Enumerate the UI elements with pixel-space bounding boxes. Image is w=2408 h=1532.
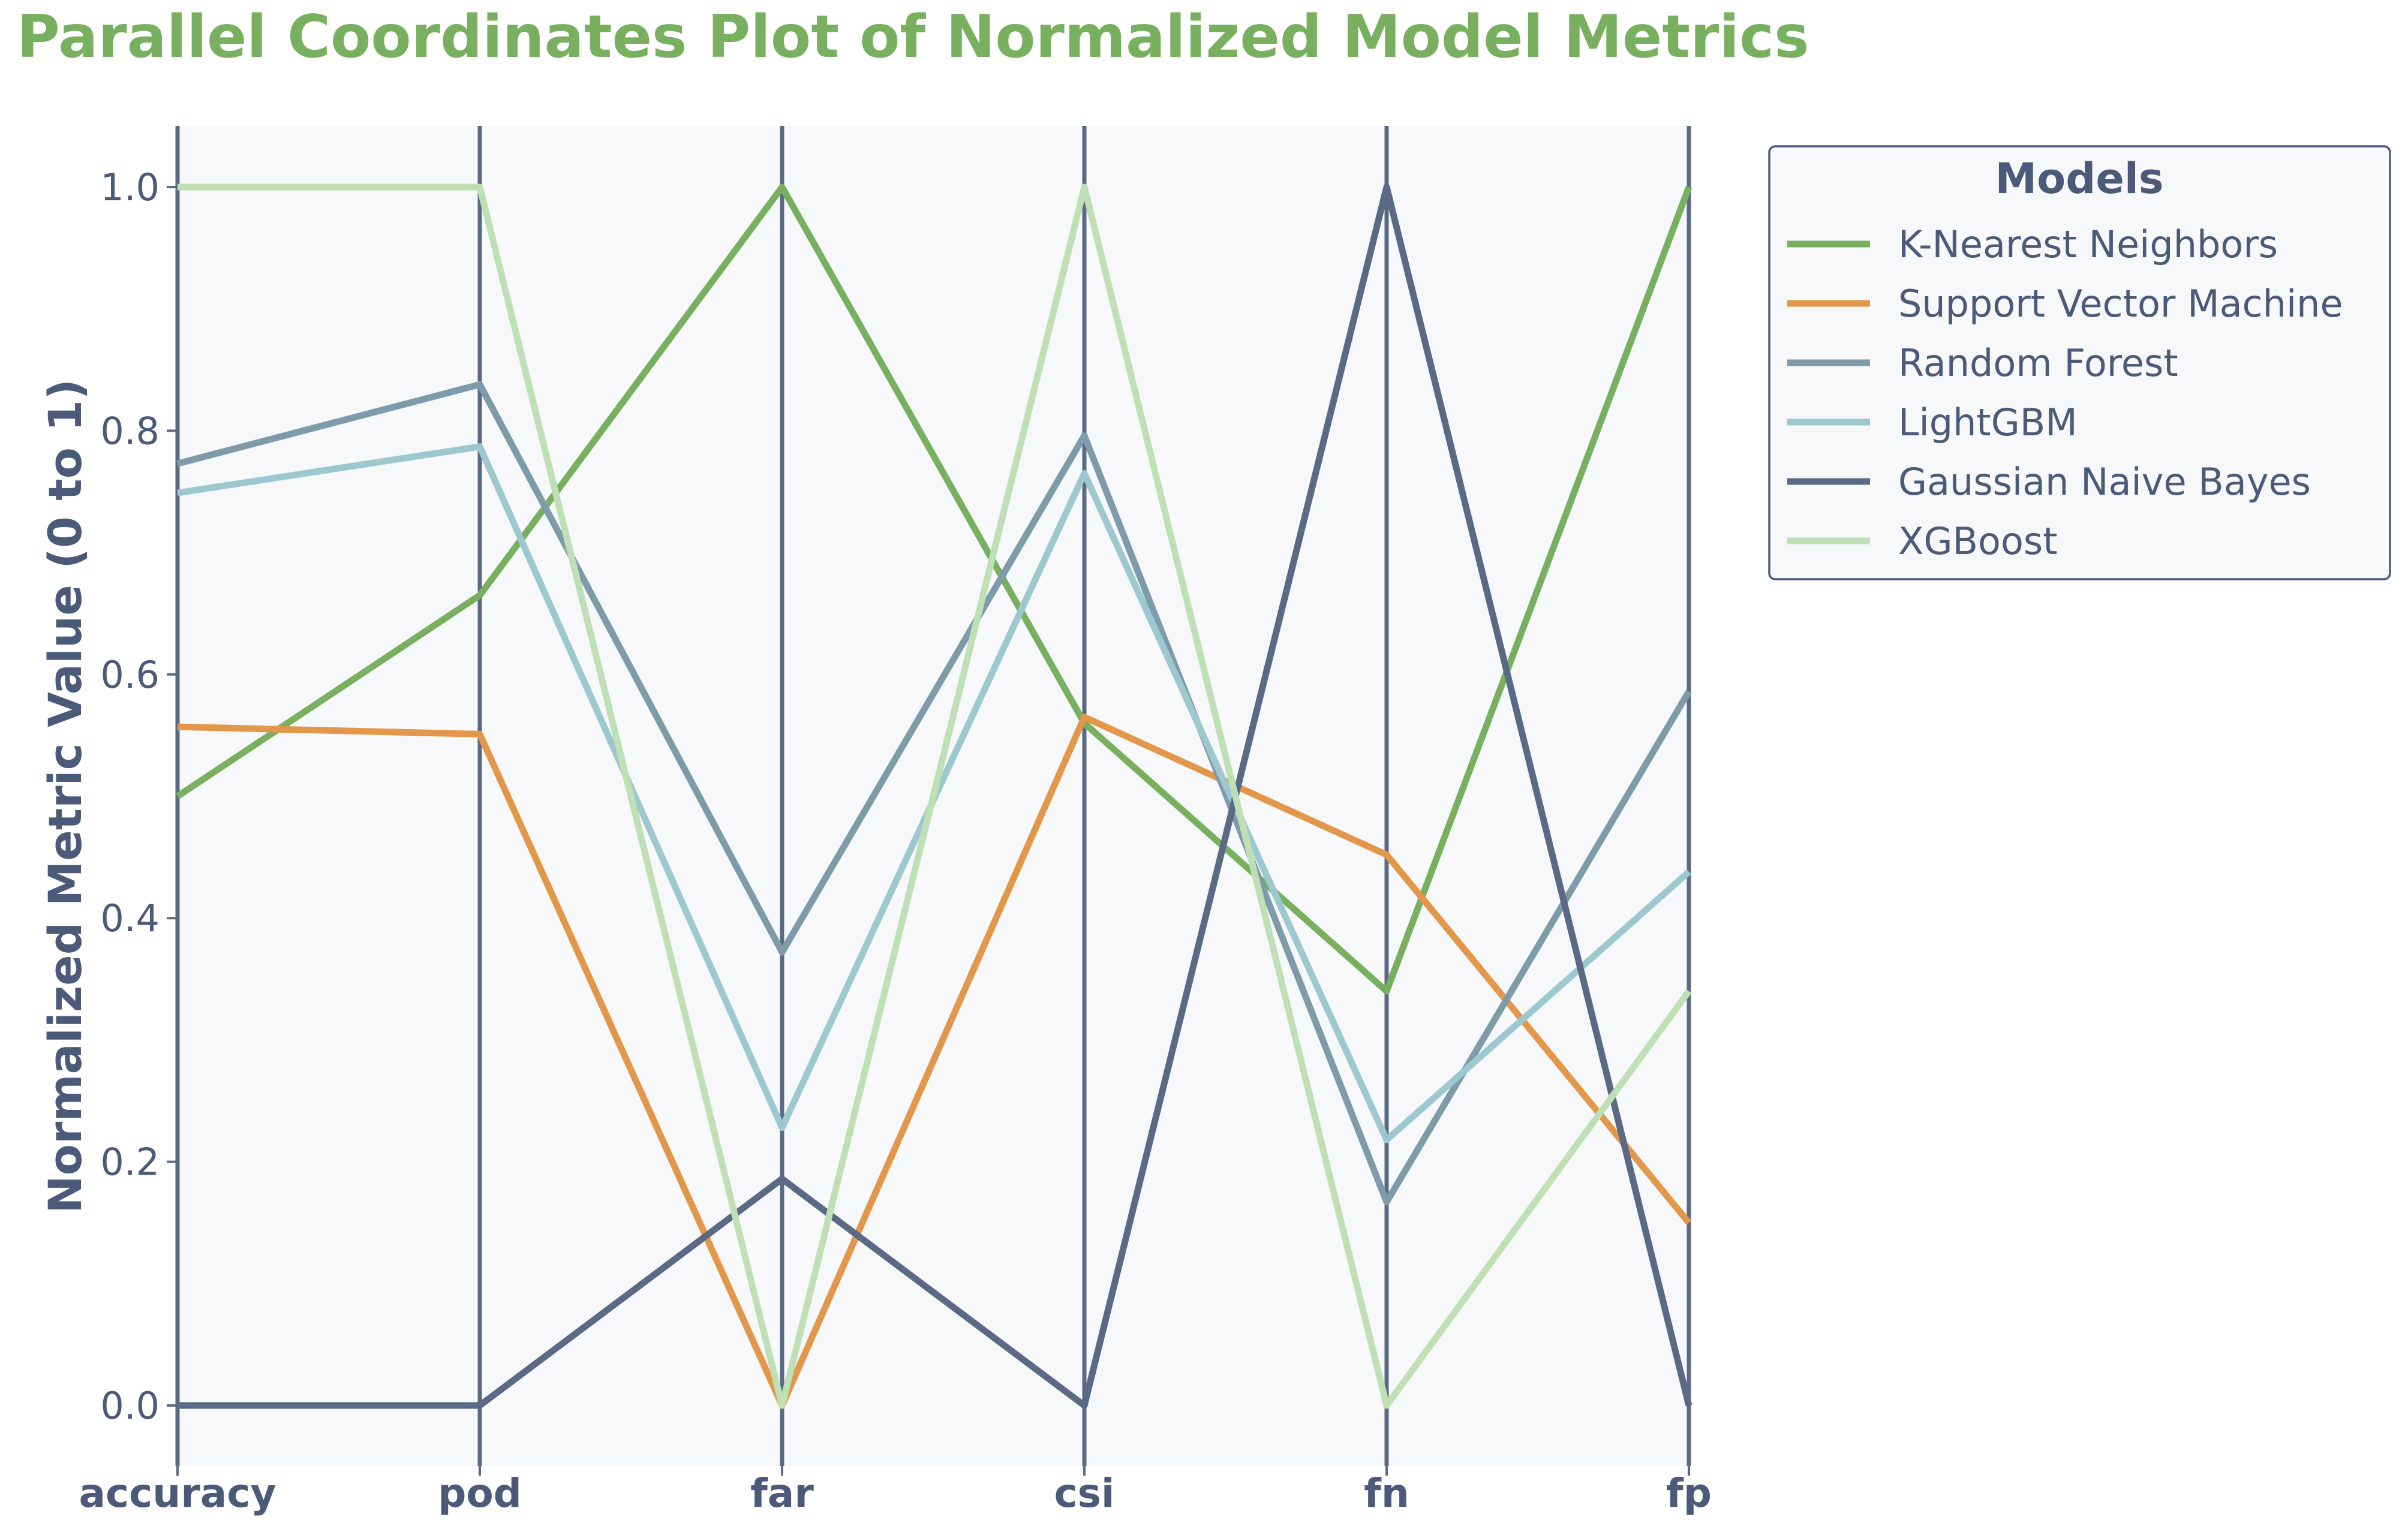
legend-label-k-nearest-neighbors: K-Nearest Neighbors	[1898, 222, 2278, 266]
y-tick-label: 0.6	[100, 653, 160, 697]
y-tick-label: 0.4	[100, 896, 160, 940]
y-tick-label: 1.0	[100, 165, 160, 209]
y-axis-label: Normalized Metric Value (0 to 1)	[38, 379, 92, 1214]
legend-label-gaussian-naive-bayes: Gaussian Naive Bayes	[1898, 460, 2311, 504]
legend-label-random-forest: Random Forest	[1898, 341, 2178, 385]
y-tick-label: 0.8	[100, 409, 160, 453]
series-line-gaussian-naive-bayes	[178, 183, 1692, 1409]
x-axis-labels: accuracy pod far csi fn fp	[79, 1466, 1712, 1516]
y-tick-label: 0.2	[100, 1140, 160, 1184]
legend-box	[1768, 145, 2391, 580]
legend: Models K-Nearest Neighbors Support Vector…	[1768, 145, 2391, 580]
chart-title: Parallel Coordinates Plot of Normalized …	[17, 3, 1809, 71]
y-tick-label: 0.0	[100, 1384, 160, 1428]
series-line-xgboost	[178, 183, 1692, 1409]
series-lines	[175, 183, 1692, 1409]
x-tick-label-csi: csi	[1054, 1470, 1114, 1516]
vertical-axes	[175, 126, 1691, 1466]
x-tick-label-pod: pod	[438, 1470, 522, 1516]
legend-label-support-vector-machine: Support Vector Machine	[1898, 282, 2343, 326]
x-tick-label-accuracy: accuracy	[79, 1470, 276, 1516]
series-line-k-nearest-neighbors	[175, 183, 1692, 995]
x-tick-label-fp: fp	[1666, 1470, 1712, 1516]
series-line-random-forest	[176, 381, 1692, 1206]
y-axis-ticks: 0.0 0.2 0.4 0.6 0.8 1.0	[100, 165, 178, 1428]
legend-label-lightgbm: LightGBM	[1898, 401, 2078, 444]
x-tick-label-far: far	[750, 1470, 814, 1516]
legend-items: K-Nearest Neighbors Support Vector Machin…	[1787, 222, 2343, 563]
legend-label-xgboost: XGBoost	[1898, 519, 2058, 563]
series-line-support-vector-machine	[177, 714, 1692, 1409]
legend-title: Models	[1995, 154, 2164, 203]
x-tick-label-fn: fn	[1364, 1470, 1409, 1516]
